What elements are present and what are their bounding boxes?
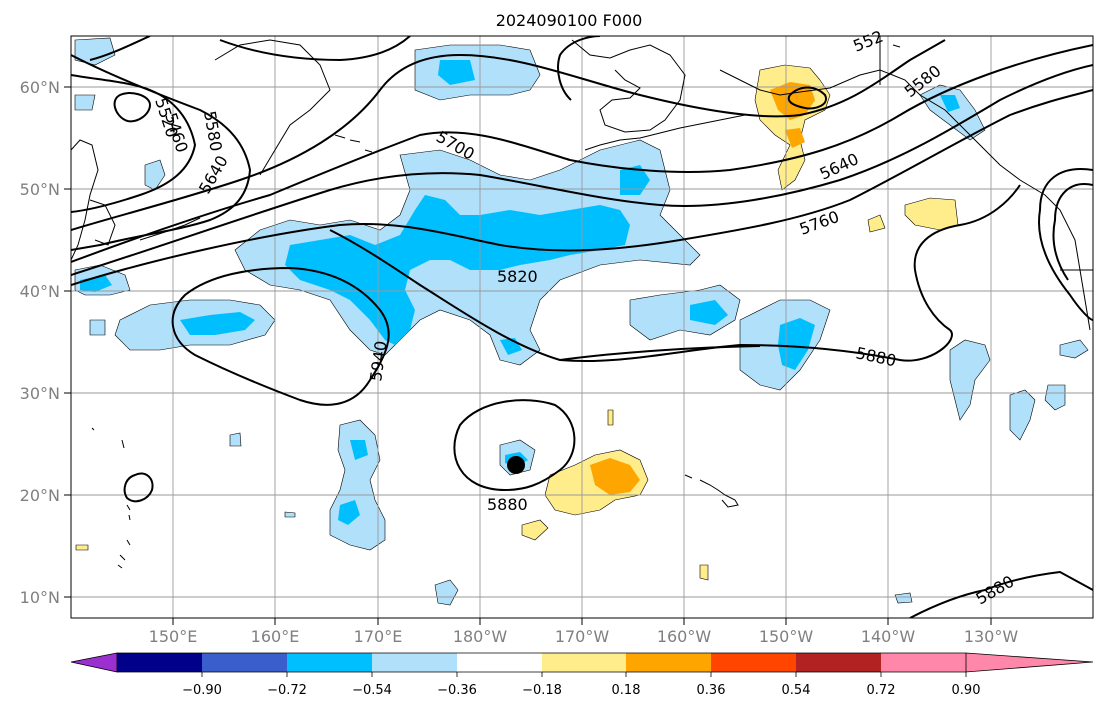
lon-label: 170°W xyxy=(555,627,610,646)
colorbar-segment xyxy=(711,653,796,672)
lon-label: 160°E xyxy=(251,627,300,646)
lat-label: 60°N xyxy=(20,78,60,97)
height-contours xyxy=(71,36,1093,618)
colorbar-segment xyxy=(372,653,457,672)
lon-label: 180°W xyxy=(453,627,508,646)
gridlines xyxy=(71,36,1093,618)
colorbar-tick-label: −0.18 xyxy=(522,683,562,698)
colorbar-tick-label: 0.90 xyxy=(952,683,981,698)
colorbar-tick-label: 0.54 xyxy=(782,683,811,698)
colorbar-extend-max xyxy=(965,652,1094,673)
colorbar-extend-min xyxy=(70,652,118,673)
coastlines xyxy=(71,36,1093,569)
map-area xyxy=(71,36,1093,618)
lat-label: 30°N xyxy=(20,384,60,403)
negative-shading-blue xyxy=(80,60,960,525)
colorbar-tick-label: 0.36 xyxy=(697,683,726,698)
lat-axis: 60°N 50°N 40°N 30°N 20°N 10°N xyxy=(20,78,71,607)
lon-label: 140°W xyxy=(861,627,916,646)
colorbar-tick-label: −0.90 xyxy=(182,683,222,698)
colorbar-segment xyxy=(542,653,626,672)
colorbar-tick-label: −0.36 xyxy=(437,683,477,698)
lon-label: 150°W xyxy=(759,627,814,646)
lon-label: 150°E xyxy=(149,627,198,646)
contour-label: 5880 xyxy=(487,495,528,514)
lon-axis: 150°E 160°E 170°E 180°W 170°W 160°W 150°… xyxy=(149,618,1019,646)
colorbar-segment xyxy=(796,653,881,672)
colorbar-segment xyxy=(457,653,542,672)
colorbar-segment xyxy=(202,653,287,672)
lon-label: 170°E xyxy=(354,627,403,646)
map-title: 2024090100 F000 xyxy=(496,11,643,30)
colorbar-segment xyxy=(117,653,202,672)
lon-label: 160°W xyxy=(657,627,712,646)
lat-label: 20°N xyxy=(20,486,60,505)
colorbar-tick-label: −0.72 xyxy=(267,683,307,698)
lat-label: 10°N xyxy=(20,588,60,607)
colorbar-segment xyxy=(287,653,372,672)
colorbar-tick-label: 0.18 xyxy=(612,683,641,698)
lon-label: 130°W xyxy=(964,627,1019,646)
colorbar-segment xyxy=(881,653,966,672)
colorbar-segment xyxy=(626,653,711,672)
lat-label: 50°N xyxy=(20,180,60,199)
colorbar: −0.90 −0.72 −0.54 −0.36 −0.18 0.18 0.36 … xyxy=(70,652,1094,698)
storm-center-dot xyxy=(507,456,525,474)
contour-label: 5820 xyxy=(497,267,538,286)
colorbar-tick-label: 0.72 xyxy=(867,683,896,698)
colorbar-tick-label: −0.54 xyxy=(352,683,392,698)
lat-label: 40°N xyxy=(20,282,60,301)
